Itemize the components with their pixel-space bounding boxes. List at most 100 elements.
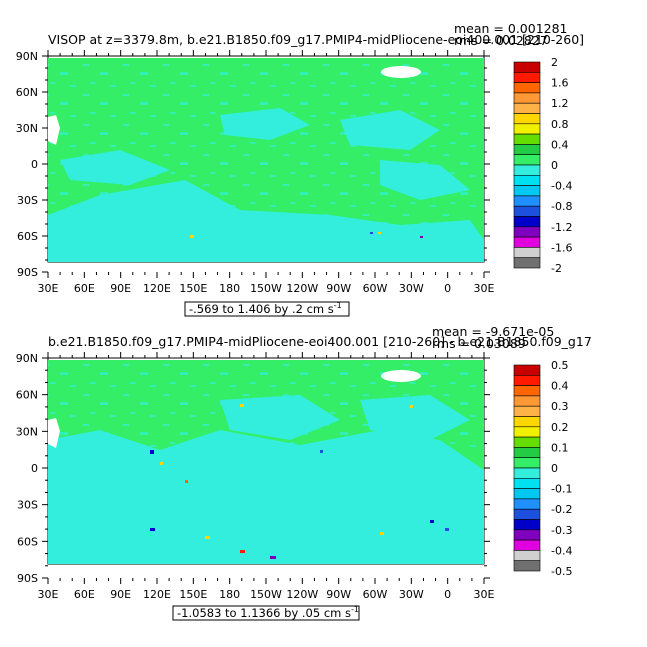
panel-2: b.e21.B1850.f09_g17.PMIP4-midPliocene-eo…	[16, 324, 592, 621]
lat-label: 60S	[17, 535, 38, 548]
legend-label: -0.5	[551, 565, 572, 578]
lon-label: 120E	[143, 282, 171, 295]
legend-swatch	[513, 529, 541, 541]
panel-1-range-box: -.569 to 1.406 by .2 cm s-1	[184, 301, 350, 317]
legend-label: 1.6	[551, 77, 569, 90]
legend-label: 0	[551, 462, 558, 475]
legend-label: -0.8	[551, 200, 572, 213]
legend-swatch	[513, 447, 541, 458]
lon-label: 90E	[110, 282, 131, 295]
legend-label: -1.6	[551, 241, 572, 254]
lon-label: 120W	[286, 588, 318, 601]
legend-swatch	[513, 477, 541, 489]
legend-swatch	[513, 175, 541, 186]
legend-label: -0.2	[551, 503, 572, 516]
lon-label: 120E	[143, 588, 171, 601]
legend-label: 0.4	[551, 138, 569, 151]
legend-label: 0.4	[551, 380, 569, 393]
legend-label: -0.4	[551, 180, 572, 193]
panel-2-rms: rms = 0.03089	[432, 336, 526, 351]
legend-swatch	[513, 257, 541, 269]
legend-swatch	[513, 164, 541, 176]
panel-2-mean: mean = -9.671e-05	[432, 324, 554, 339]
legend-label: 0.3	[551, 400, 569, 413]
lon-label: 90W	[326, 282, 351, 295]
lat-label: 30S	[17, 499, 38, 512]
panel-2-range-box: -1.0583 to 1.1366 by .05 cm s-1	[172, 605, 360, 621]
legend-swatch	[513, 195, 541, 207]
lat-label: 0	[31, 462, 38, 475]
legend-swatch	[513, 385, 541, 397]
lat-label: 90N	[16, 352, 38, 365]
lon-label: 30E	[474, 588, 495, 601]
legend-swatch	[513, 457, 541, 469]
legend-swatch	[513, 467, 541, 479]
lon-label: 120W	[286, 282, 318, 295]
panel-2-land-greenland	[381, 370, 421, 382]
panel-1-lat-axis: 90N 60N 30N 0 30S 60S 90S	[16, 50, 490, 279]
legend-swatch	[513, 436, 541, 448]
legend-swatch	[513, 123, 541, 135]
panel-2-speckles	[150, 404, 449, 559]
legend-swatch	[513, 426, 541, 438]
legend-swatch	[513, 102, 541, 114]
lon-label: 90W	[326, 588, 351, 601]
panel-2-land-east-africa	[48, 418, 60, 448]
panel-1-rms: rms = 0.02827	[454, 33, 548, 48]
lon-label: 90E	[110, 588, 131, 601]
legend-swatch	[513, 154, 541, 166]
legend-swatch	[513, 144, 541, 155]
lon-label: 60E	[74, 588, 95, 601]
legend-swatch	[513, 508, 541, 520]
legend-label: 0.5	[551, 359, 569, 372]
panel-1-range-sup: -1	[334, 301, 342, 310]
lon-label: 150E	[179, 588, 207, 601]
panel-1-mean: mean = 0.001281	[454, 21, 568, 36]
lon-label: 180	[219, 282, 240, 295]
lat-label: 30N	[16, 122, 38, 135]
lon-label: 30E	[474, 282, 495, 295]
panel-2-low-anomaly-regions	[48, 360, 484, 564]
legend-label: 0.2	[551, 421, 569, 434]
legend-label: -0.1	[551, 483, 572, 496]
legend-swatch	[513, 247, 541, 258]
lon-label: 60W	[363, 282, 388, 295]
panel-2-range-sup: -1	[351, 605, 359, 614]
legend-swatch	[513, 205, 541, 217]
legend-swatch	[513, 519, 541, 531]
panel-2-range-text: -1.0583 to 1.1366 by .05 cm s	[177, 606, 351, 620]
panel-1: VISOP at z=3379.8m, b.e21.B1850.f09_g17.…	[16, 21, 584, 317]
legend-label: 0.8	[551, 118, 569, 131]
legend-swatch	[513, 550, 541, 562]
lon-label: 150W	[250, 282, 282, 295]
legend-swatch	[513, 405, 541, 417]
lon-label: 30E	[38, 588, 59, 601]
lat-label: 90S	[17, 266, 38, 279]
legend-label: 1.2	[551, 97, 569, 110]
legend-swatch	[513, 226, 541, 238]
panel-2-land-masses	[48, 370, 421, 448]
legend-swatch	[513, 539, 541, 551]
panel-2-lon-axis: 30E 60E 90E 120E 150E 180 150W 120W 90W 60W 30W 0 30…	[38, 352, 495, 601]
legend-swatch	[513, 72, 541, 83]
panel-1-lon-axis: 30E 60E 90E 120E 150E 180 150W 120W 90W 60W 30W 0 30…	[38, 50, 495, 295]
lat-label: 30S	[17, 194, 38, 207]
panel-1-speckles	[190, 232, 423, 238]
legend-label: 0.1	[551, 441, 569, 454]
legend-swatch	[513, 498, 541, 510]
lon-label: 0	[444, 282, 451, 295]
panel-1-land-masses	[48, 66, 421, 145]
panel-1-range-text: -.569 to 1.406 by .2 cm s	[189, 302, 334, 316]
legend-label: -2	[551, 262, 562, 275]
lon-label: 60W	[363, 588, 388, 601]
legend-swatch	[513, 113, 541, 125]
legend-swatch	[513, 560, 541, 572]
panel-2-title: b.e21.B1850.f09_g17.PMIP4-midPliocene-eo…	[48, 334, 592, 349]
legend-swatch	[513, 488, 541, 500]
legend-label: -0.3	[551, 524, 572, 537]
legend-swatch	[513, 395, 541, 407]
panel-2-legend: 0.5 0.4 0.3 0.2 0.1 0 -0.1 -0.2 -0.3 -0.4 -0.5	[513, 359, 572, 578]
panel-2-lat-axis: 90N 60N 30N 0 30S 60S 90S	[16, 352, 490, 585]
panel-2-map	[47, 357, 485, 565]
lon-label: 30E	[38, 282, 59, 295]
